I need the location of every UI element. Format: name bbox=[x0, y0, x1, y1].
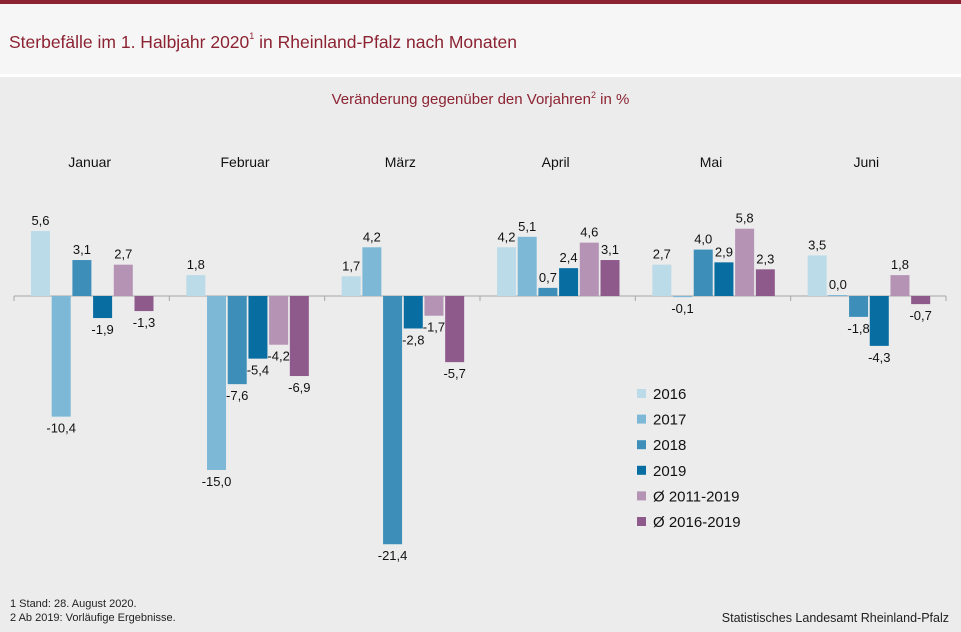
value-label-3-4: 4,6 bbox=[580, 225, 598, 240]
value-label-5-0: 3,5 bbox=[808, 237, 826, 252]
value-label-2-1: 4,2 bbox=[363, 229, 381, 244]
bar-5-4 bbox=[890, 275, 910, 296]
top-accent-bar bbox=[0, 0, 961, 4]
value-label-4-5: 2,3 bbox=[756, 251, 774, 266]
value-label-2-2: -21,4 bbox=[378, 548, 408, 563]
value-label-0-5: -1,3 bbox=[133, 315, 155, 330]
bar-2-5 bbox=[445, 296, 465, 363]
month-label-4: Mai bbox=[700, 154, 723, 170]
bar-5-3 bbox=[869, 296, 889, 346]
bar-0-1 bbox=[51, 296, 71, 417]
footnote-1: 1 Stand: 28. August 2020. bbox=[10, 598, 137, 610]
bar-3-5 bbox=[600, 260, 620, 296]
legend-swatch-0 bbox=[637, 389, 646, 398]
value-label-3-2: 0,7 bbox=[539, 270, 557, 285]
bar-5-1 bbox=[828, 295, 848, 296]
value-label-2-3: -2,8 bbox=[402, 332, 424, 347]
value-label-0-3: -1,9 bbox=[91, 322, 113, 337]
value-label-5-2: -1,8 bbox=[847, 321, 869, 336]
bar-5-5 bbox=[911, 296, 931, 305]
legend-swatch-1 bbox=[637, 414, 646, 424]
value-label-1-2: -7,6 bbox=[226, 388, 248, 403]
value-label-5-4: 1,8 bbox=[891, 257, 909, 272]
legend-swatch-4 bbox=[637, 491, 646, 501]
value-label-0-0: 5,6 bbox=[31, 213, 49, 228]
legend-swatch-5 bbox=[637, 517, 646, 526]
bar-1-3 bbox=[248, 296, 268, 359]
month-label-2: März bbox=[385, 154, 416, 170]
value-label-1-3: -5,4 bbox=[247, 363, 269, 378]
bar-4-0 bbox=[652, 264, 672, 296]
bar-5-0 bbox=[807, 255, 827, 296]
bar-0-0 bbox=[31, 231, 50, 296]
month-label-3: April bbox=[542, 154, 570, 170]
legend-label-5: Ø 2016-2019 bbox=[653, 514, 741, 531]
value-label-2-4: -1,7 bbox=[423, 320, 445, 335]
source-credit: Statistisches Landesamt Rheinland-Pfalz bbox=[721, 611, 949, 625]
bar-2-2 bbox=[383, 296, 403, 545]
value-label-2-0: 1,7 bbox=[342, 258, 360, 273]
bar-1-2 bbox=[227, 296, 247, 385]
month-label-1: Februar bbox=[220, 154, 269, 170]
value-label-4-1: -0,1 bbox=[671, 301, 693, 316]
chart-area bbox=[0, 77, 961, 632]
bar-2-3 bbox=[403, 296, 423, 329]
value-label-5-3: -4,3 bbox=[868, 350, 890, 365]
value-label-0-2: 3,1 bbox=[73, 242, 91, 257]
bar-3-3 bbox=[559, 268, 579, 296]
bar-4-1 bbox=[673, 296, 693, 298]
bar-1-0 bbox=[186, 275, 206, 296]
value-label-3-0: 4,2 bbox=[497, 229, 515, 244]
bar-3-2 bbox=[538, 287, 558, 296]
legend-swatch-3 bbox=[637, 465, 646, 475]
value-label-4-0: 2,7 bbox=[653, 247, 671, 262]
bar-3-1 bbox=[517, 236, 537, 296]
value-label-2-5: -5,7 bbox=[443, 366, 465, 381]
bar-4-5 bbox=[755, 269, 775, 296]
value-label-4-3: 2,9 bbox=[715, 244, 733, 259]
legend-label-2: 2018 bbox=[653, 437, 686, 454]
legend-swatch-2 bbox=[637, 440, 646, 450]
legend-label-3: 2019 bbox=[653, 463, 686, 480]
bar-1-1 bbox=[207, 296, 227, 470]
value-label-3-3: 2,4 bbox=[560, 250, 578, 265]
bar-0-5 bbox=[134, 296, 154, 312]
bar-4-2 bbox=[693, 249, 713, 296]
value-label-1-0: 1,8 bbox=[187, 257, 205, 272]
bar-2-4 bbox=[424, 296, 444, 316]
value-label-3-5: 3,1 bbox=[601, 242, 619, 257]
bar-4-3 bbox=[714, 262, 734, 296]
chart-subtitle: Veränderung gegenüber den Vorjahren2 in … bbox=[331, 90, 630, 108]
value-label-5-1: 0,0 bbox=[829, 277, 847, 292]
value-label-4-2: 4,0 bbox=[694, 232, 712, 247]
legend-label-1: 2017 bbox=[653, 412, 686, 429]
footnote-2: 2 Ab 2019: Vorläufige Ergebnisse. bbox=[10, 612, 176, 624]
bar-0-2 bbox=[72, 260, 92, 296]
bar-5-2 bbox=[849, 296, 869, 317]
value-label-1-4: -4,2 bbox=[267, 349, 289, 364]
bar-3-4 bbox=[579, 242, 599, 296]
bar-0-4 bbox=[113, 264, 133, 296]
legend-label-0: 2016 bbox=[653, 386, 686, 403]
month-label-0: Januar bbox=[68, 154, 111, 170]
bar-4-4 bbox=[735, 228, 755, 296]
header: Sterbefälle im 1. Halbjahr 20201 in Rhei… bbox=[0, 4, 961, 77]
bar-0-3 bbox=[93, 296, 113, 319]
value-label-1-5: -6,9 bbox=[288, 380, 310, 395]
month-label-5: Juni bbox=[853, 154, 879, 170]
value-label-1-1: -15,0 bbox=[202, 474, 232, 489]
legend-label-4: Ø 2011-2019 bbox=[653, 488, 739, 505]
page-title: Sterbefälle im 1. Halbjahr 20201 in Rhei… bbox=[9, 31, 517, 52]
bar-3-0 bbox=[497, 247, 516, 296]
value-label-5-5: -0,7 bbox=[909, 308, 931, 323]
value-label-0-4: 2,7 bbox=[114, 247, 132, 262]
bar-1-5 bbox=[289, 296, 309, 377]
value-label-0-1: -10,4 bbox=[46, 421, 76, 436]
value-label-3-1: 5,1 bbox=[518, 219, 536, 234]
bar-2-0 bbox=[341, 276, 361, 296]
value-label-4-4: 5,8 bbox=[736, 211, 754, 226]
bar-1-4 bbox=[269, 296, 289, 345]
bar-2-1 bbox=[362, 247, 382, 296]
